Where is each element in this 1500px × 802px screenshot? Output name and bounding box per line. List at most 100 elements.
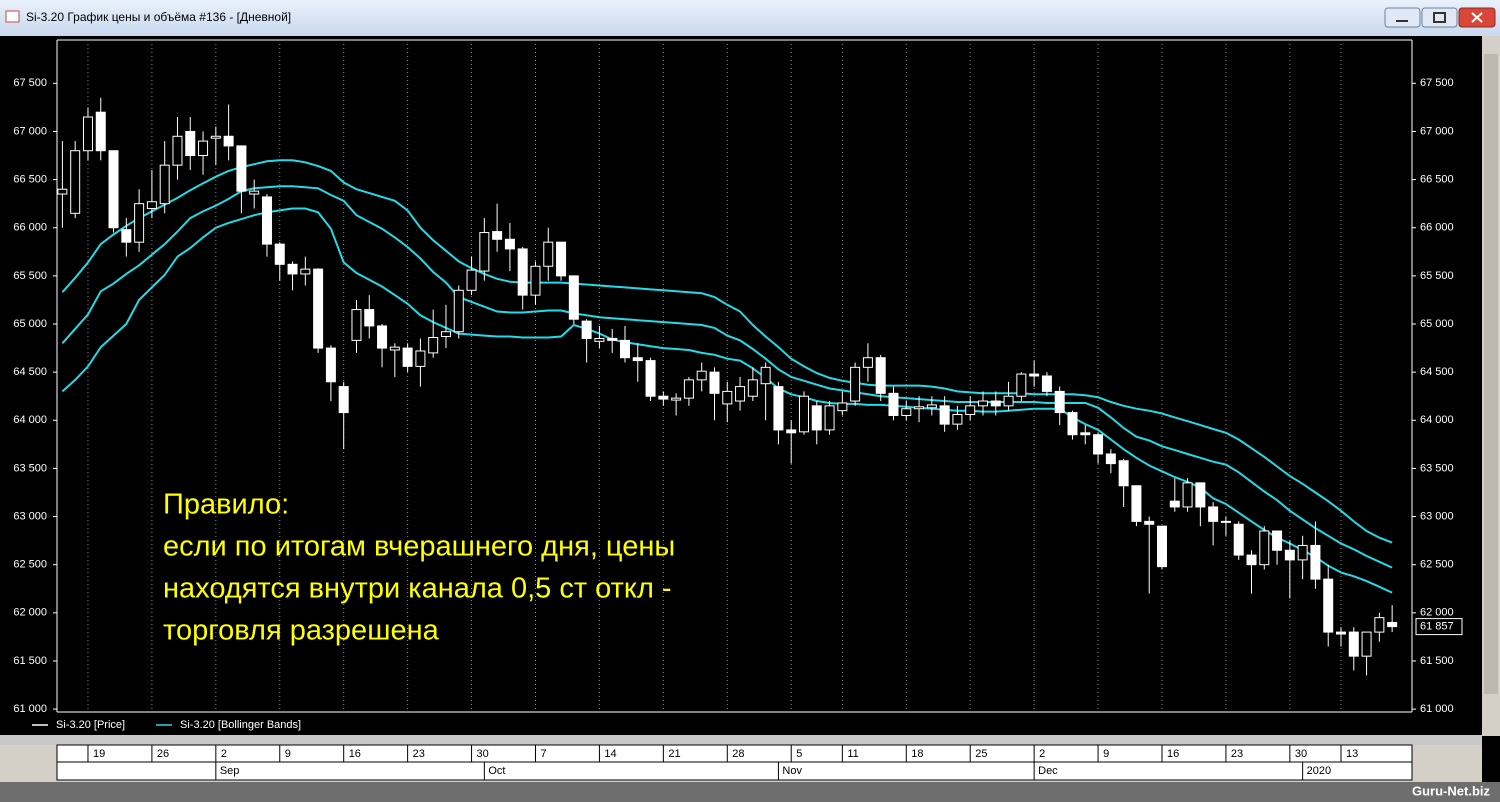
candle-body (671, 397, 682, 401)
y-tick-label: 67 500 (13, 77, 47, 89)
y-tick-label-right: 61 000 (1420, 703, 1454, 715)
candle-body (683, 379, 694, 399)
y-tick-label: 64 000 (13, 414, 47, 426)
y-tick-label-right: 66 500 (1420, 174, 1454, 186)
x-tick-label: 11 (847, 748, 858, 760)
x-tick-label: 19 (93, 748, 105, 760)
candle-body (786, 429, 797, 434)
x-tick-label: 23 (413, 748, 425, 760)
candle-body (1093, 434, 1104, 455)
candle-body (594, 337, 605, 342)
candle-body (1297, 544, 1308, 561)
candle-body (568, 275, 579, 320)
y-tick-label-right: 65 000 (1420, 318, 1454, 330)
y-tick-label: 66 500 (13, 174, 47, 186)
candle-body (1208, 506, 1219, 522)
candle-body (1016, 373, 1027, 397)
title-bar (0, 0, 1500, 36)
window-title: Si-3.20 График цены и объёма #136 - [Дне… (26, 10, 291, 24)
y-tick-label-right: 64 000 (1420, 414, 1454, 426)
candle-body (1387, 621, 1398, 628)
candle-body (811, 405, 822, 431)
candle-body (773, 386, 784, 431)
candle-body (479, 232, 490, 272)
candle-body (1195, 482, 1206, 508)
candle-body (888, 392, 899, 416)
candle-body (287, 263, 298, 275)
candle-body (325, 347, 336, 383)
candle-body (108, 150, 119, 229)
candle-body (914, 406, 925, 410)
x-tick-label: 16 (349, 748, 361, 760)
candle-body (632, 357, 643, 362)
candle-body (1029, 373, 1040, 377)
band-middle (61, 185, 1393, 569)
candle-body (735, 386, 746, 402)
candle-body (453, 289, 464, 333)
last-price-box (1415, 618, 1463, 636)
candle-body (581, 320, 592, 339)
candle-body (939, 405, 950, 425)
month-label: 2020 (1307, 765, 1331, 777)
last-price-label: 61 857 (1420, 621, 1454, 633)
candle-body (389, 346, 400, 351)
y-tick-label-right: 61 500 (1420, 655, 1454, 667)
x-tick-label: 28 (732, 748, 744, 760)
annotation-line: торговля разрешена (163, 615, 440, 647)
candle-body (146, 201, 157, 209)
candle-body (862, 357, 873, 368)
x-tick-label: 13 (1346, 748, 1358, 760)
candle-body (236, 145, 247, 192)
candle-body (1131, 485, 1142, 522)
candle-body (709, 371, 720, 394)
candle-body (223, 135, 234, 147)
candle-body (415, 350, 426, 367)
x-tick-label: 25 (975, 748, 987, 760)
month-label: Dec (1038, 765, 1058, 777)
candle-body (159, 164, 170, 205)
x-tick-label: 21 (668, 748, 680, 760)
candle-body (338, 386, 349, 414)
y-tick-label-right: 62 000 (1420, 607, 1454, 619)
x-tick-label: 9 (285, 748, 291, 760)
candle-body (57, 188, 68, 195)
x-tick-label: 18 (911, 748, 923, 760)
candle-body (82, 116, 93, 152)
y-tick-label: 63 500 (13, 462, 47, 474)
candle-body (300, 268, 311, 275)
y-tick-label: 65 500 (13, 270, 47, 282)
candle-body (1080, 432, 1091, 436)
candle-body (70, 150, 81, 214)
candle-body (1156, 525, 1167, 568)
minimize-button[interactable] (1384, 7, 1421, 28)
x-tick-label: 30 (1295, 748, 1307, 760)
candle-body (977, 400, 988, 407)
candle-body (760, 366, 771, 385)
y-tick-label: 61 000 (13, 703, 47, 715)
candle-body (121, 229, 132, 243)
band-lower (61, 207, 1393, 594)
candle-body (428, 336, 439, 354)
scrollbar-thumb[interactable] (1484, 54, 1498, 694)
candle-body (658, 395, 669, 400)
candle-body (364, 309, 375, 327)
y-tick-label: 62 500 (13, 559, 47, 571)
watermark: Guru-Net.biz (1412, 783, 1490, 798)
x-tick-label: 26 (157, 748, 169, 760)
candle-body (492, 231, 503, 240)
x-tick-label: 2 (1039, 748, 1045, 760)
candle-body (1348, 631, 1359, 657)
candle-body (172, 135, 183, 166)
candle-body (645, 360, 656, 397)
maximize-button[interactable] (1421, 7, 1458, 28)
y-tick-label-right: 64 500 (1420, 366, 1454, 378)
candle-body (351, 309, 362, 341)
y-tick-label: 67 000 (13, 125, 47, 137)
month-label: Nov (782, 765, 802, 777)
candle-body (1374, 617, 1385, 633)
candle-body (926, 404, 937, 409)
candle-body (1003, 395, 1014, 407)
y-tick-label-right: 63 000 (1420, 510, 1454, 522)
candle-body (1272, 530, 1283, 551)
candle-body (1310, 544, 1321, 580)
